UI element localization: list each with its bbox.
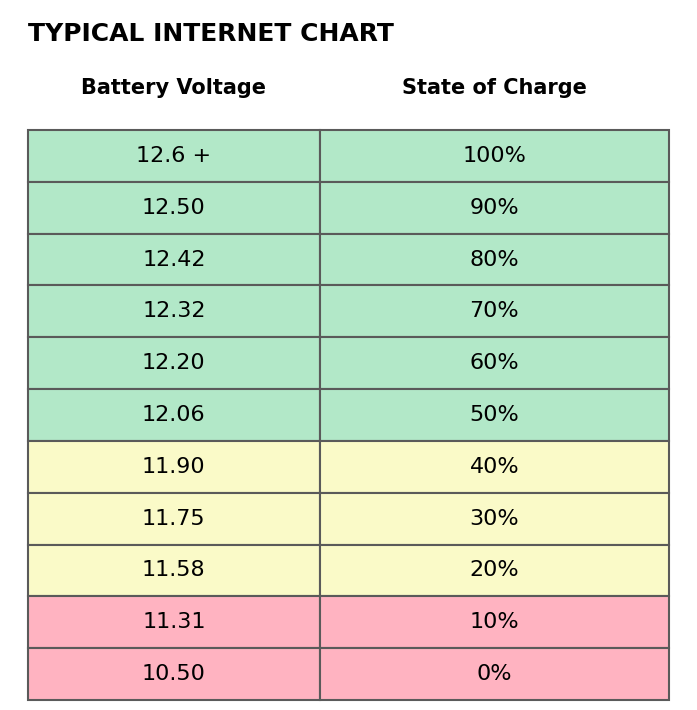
- Bar: [28, 337, 320, 389]
- Text: 11.31: 11.31: [142, 612, 206, 633]
- Bar: [320, 389, 669, 441]
- Bar: [28, 182, 320, 234]
- Bar: [320, 545, 669, 596]
- Text: Battery Voltage: Battery Voltage: [82, 78, 266, 98]
- Bar: [320, 130, 669, 182]
- Text: 12.42: 12.42: [142, 249, 206, 270]
- Bar: [320, 648, 669, 700]
- Bar: [28, 285, 320, 337]
- Bar: [28, 493, 320, 545]
- Text: 20%: 20%: [470, 560, 519, 581]
- Text: 80%: 80%: [470, 249, 519, 270]
- Bar: [320, 596, 669, 648]
- Bar: [28, 545, 320, 596]
- Text: 100%: 100%: [462, 146, 526, 166]
- Bar: [320, 337, 669, 389]
- Bar: [320, 441, 669, 493]
- Text: 11.58: 11.58: [142, 560, 206, 581]
- Bar: [28, 648, 320, 700]
- Text: 10%: 10%: [470, 612, 519, 633]
- Bar: [320, 234, 669, 285]
- Bar: [28, 441, 320, 493]
- Bar: [320, 285, 669, 337]
- Text: 12.20: 12.20: [142, 353, 206, 373]
- Text: 11.75: 11.75: [142, 508, 206, 529]
- Text: 11.90: 11.90: [142, 457, 206, 477]
- Text: 70%: 70%: [470, 301, 519, 322]
- Text: 10.50: 10.50: [142, 664, 206, 684]
- Text: 40%: 40%: [470, 457, 519, 477]
- Bar: [28, 234, 320, 285]
- Bar: [28, 596, 320, 648]
- Text: TYPICAL INTERNET CHART: TYPICAL INTERNET CHART: [28, 22, 394, 46]
- Bar: [320, 182, 669, 234]
- Bar: [28, 389, 320, 441]
- Bar: [320, 493, 669, 545]
- Text: 30%: 30%: [470, 508, 519, 529]
- Text: 12.06: 12.06: [142, 405, 206, 425]
- Text: 0%: 0%: [477, 664, 512, 684]
- Bar: [28, 130, 320, 182]
- Text: 12.6 +: 12.6 +: [137, 146, 211, 166]
- Text: 12.32: 12.32: [142, 301, 206, 322]
- Text: 50%: 50%: [470, 405, 519, 425]
- Text: State of Charge: State of Charge: [402, 78, 587, 98]
- Text: 12.50: 12.50: [142, 197, 206, 218]
- Text: 90%: 90%: [470, 197, 519, 218]
- Text: 60%: 60%: [470, 353, 519, 373]
